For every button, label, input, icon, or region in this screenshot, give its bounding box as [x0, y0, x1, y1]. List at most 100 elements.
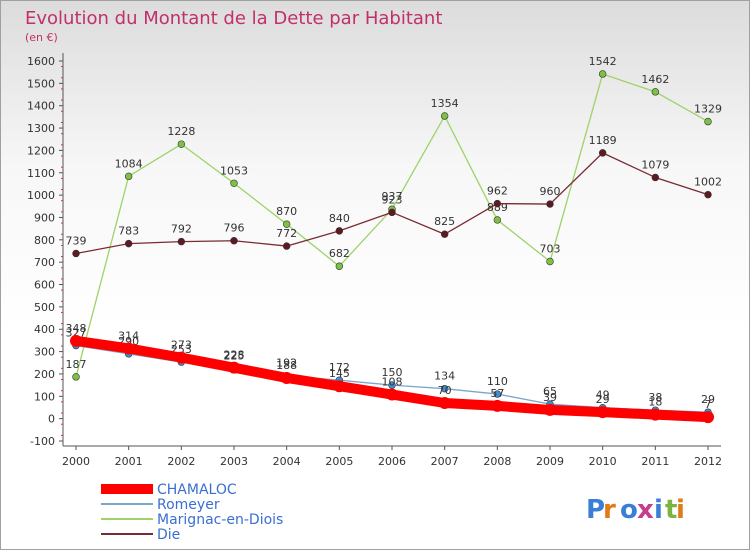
data-point: [280, 371, 293, 384]
x-tick-label: 2004: [273, 455, 301, 468]
data-point: [544, 403, 556, 416]
data-point: [440, 230, 449, 238]
data-label: 962: [487, 185, 508, 198]
data-point: [546, 200, 554, 208]
data-label: 150: [382, 366, 403, 379]
data-label: 29: [701, 393, 715, 406]
y-tick-label: 100: [34, 390, 55, 403]
y-tick-label: 300: [34, 346, 55, 359]
data-point: [649, 408, 662, 421]
data-point: [230, 179, 238, 187]
data-label: 960: [540, 185, 561, 198]
data-point: [72, 373, 80, 381]
x-tick-label: 2012: [694, 455, 722, 468]
data-point: [491, 399, 504, 412]
legend-label: Die: [157, 527, 180, 543]
data-label: 1053: [220, 164, 248, 177]
data-point: [388, 208, 396, 217]
data-point: [177, 237, 186, 246]
data-point: [70, 334, 82, 347]
data-label: 192: [276, 357, 297, 370]
data-label: 1084: [115, 157, 143, 170]
data-label: 703: [540, 243, 561, 256]
x-tick-label: 2006: [378, 455, 406, 468]
logo-letter: i: [654, 495, 663, 525]
chart-subtitle: (en €): [25, 31, 58, 44]
data-label: 7: [705, 398, 712, 411]
data-label: 145: [329, 367, 350, 380]
data-label: 228: [224, 349, 245, 362]
x-tick-label: 2008: [483, 455, 511, 468]
data-label: 1228: [167, 125, 195, 138]
data-point: [335, 262, 344, 270]
axes: -100 0 100 200 300 400 500 600 700 800 900 1000 1100…: [27, 53, 722, 468]
y-tick-label: 1600: [27, 55, 55, 68]
logo-letter: x: [637, 495, 654, 525]
data-point: [596, 406, 609, 419]
data-point: [704, 190, 712, 199]
logo-letter: o: [620, 495, 638, 525]
y-tick-label: 500: [34, 301, 55, 314]
data-point: [177, 140, 186, 148]
y-tick-label: 1500: [27, 77, 55, 90]
data-point: [335, 227, 344, 235]
y-tick-label: 900: [34, 211, 55, 224]
data-label: 65: [543, 385, 557, 398]
legend-label: Marignac-en-Diois: [157, 512, 283, 528]
data-label: 172: [329, 361, 350, 374]
chart-title: Evolution du Montant de la Dette par Hab…: [25, 8, 442, 29]
logo-background: [581, 488, 691, 528]
data-label: 134: [434, 370, 455, 383]
y-tick-label: 1400: [27, 100, 55, 113]
data-point: [651, 173, 660, 182]
y-tick-label: -100: [30, 435, 55, 448]
y-tick-label: 1100: [27, 167, 55, 180]
data-label: 772: [276, 227, 297, 240]
data-point: [230, 237, 238, 245]
data-point: [440, 384, 449, 393]
data-label: 348: [66, 322, 87, 335]
data-point: [124, 239, 133, 248]
data-point: [651, 88, 660, 96]
data-point: [228, 361, 240, 374]
data-label: 1189: [589, 134, 617, 147]
data-point: [493, 390, 502, 398]
y-tick-label: 0: [48, 413, 55, 426]
data-label: 792: [171, 223, 192, 236]
data-label: 796: [224, 222, 245, 235]
y-tick-label: 400: [34, 323, 55, 336]
data-point: [598, 149, 607, 157]
data-label: 49: [596, 389, 610, 402]
logo-letter: t: [665, 495, 677, 525]
data-label: 1354: [431, 97, 459, 110]
data-label: 1462: [641, 73, 669, 86]
y-tick-label: 600: [34, 279, 55, 292]
y-tick-label: 1200: [27, 144, 55, 157]
logo-letter: i: [676, 495, 685, 525]
data-label: 225: [224, 349, 245, 362]
data-label: 57: [490, 387, 504, 400]
data-point: [704, 117, 712, 126]
data-label: 739: [66, 234, 87, 247]
data-label: 682: [329, 247, 350, 260]
data-label: 1542: [589, 55, 617, 68]
data-label: 18: [648, 396, 662, 409]
data-point: [438, 397, 451, 409]
data-label: 314: [118, 329, 139, 342]
y-tick-label: 1000: [27, 189, 55, 202]
data-label: 70: [438, 384, 452, 397]
data-label: 840: [329, 212, 350, 225]
data-label: 825: [434, 215, 455, 228]
data-point: [440, 112, 449, 120]
data-point: [282, 242, 291, 250]
data-point: [282, 220, 291, 228]
data-label: 29: [596, 393, 610, 406]
data-label: 187: [66, 358, 87, 371]
series-die: 739 783 792 796 772 840 923 825 962 960 1189 1079 10…: [66, 134, 722, 258]
data-label: 937: [382, 190, 403, 203]
data-point: [333, 380, 346, 393]
data-label: 923: [382, 193, 403, 206]
